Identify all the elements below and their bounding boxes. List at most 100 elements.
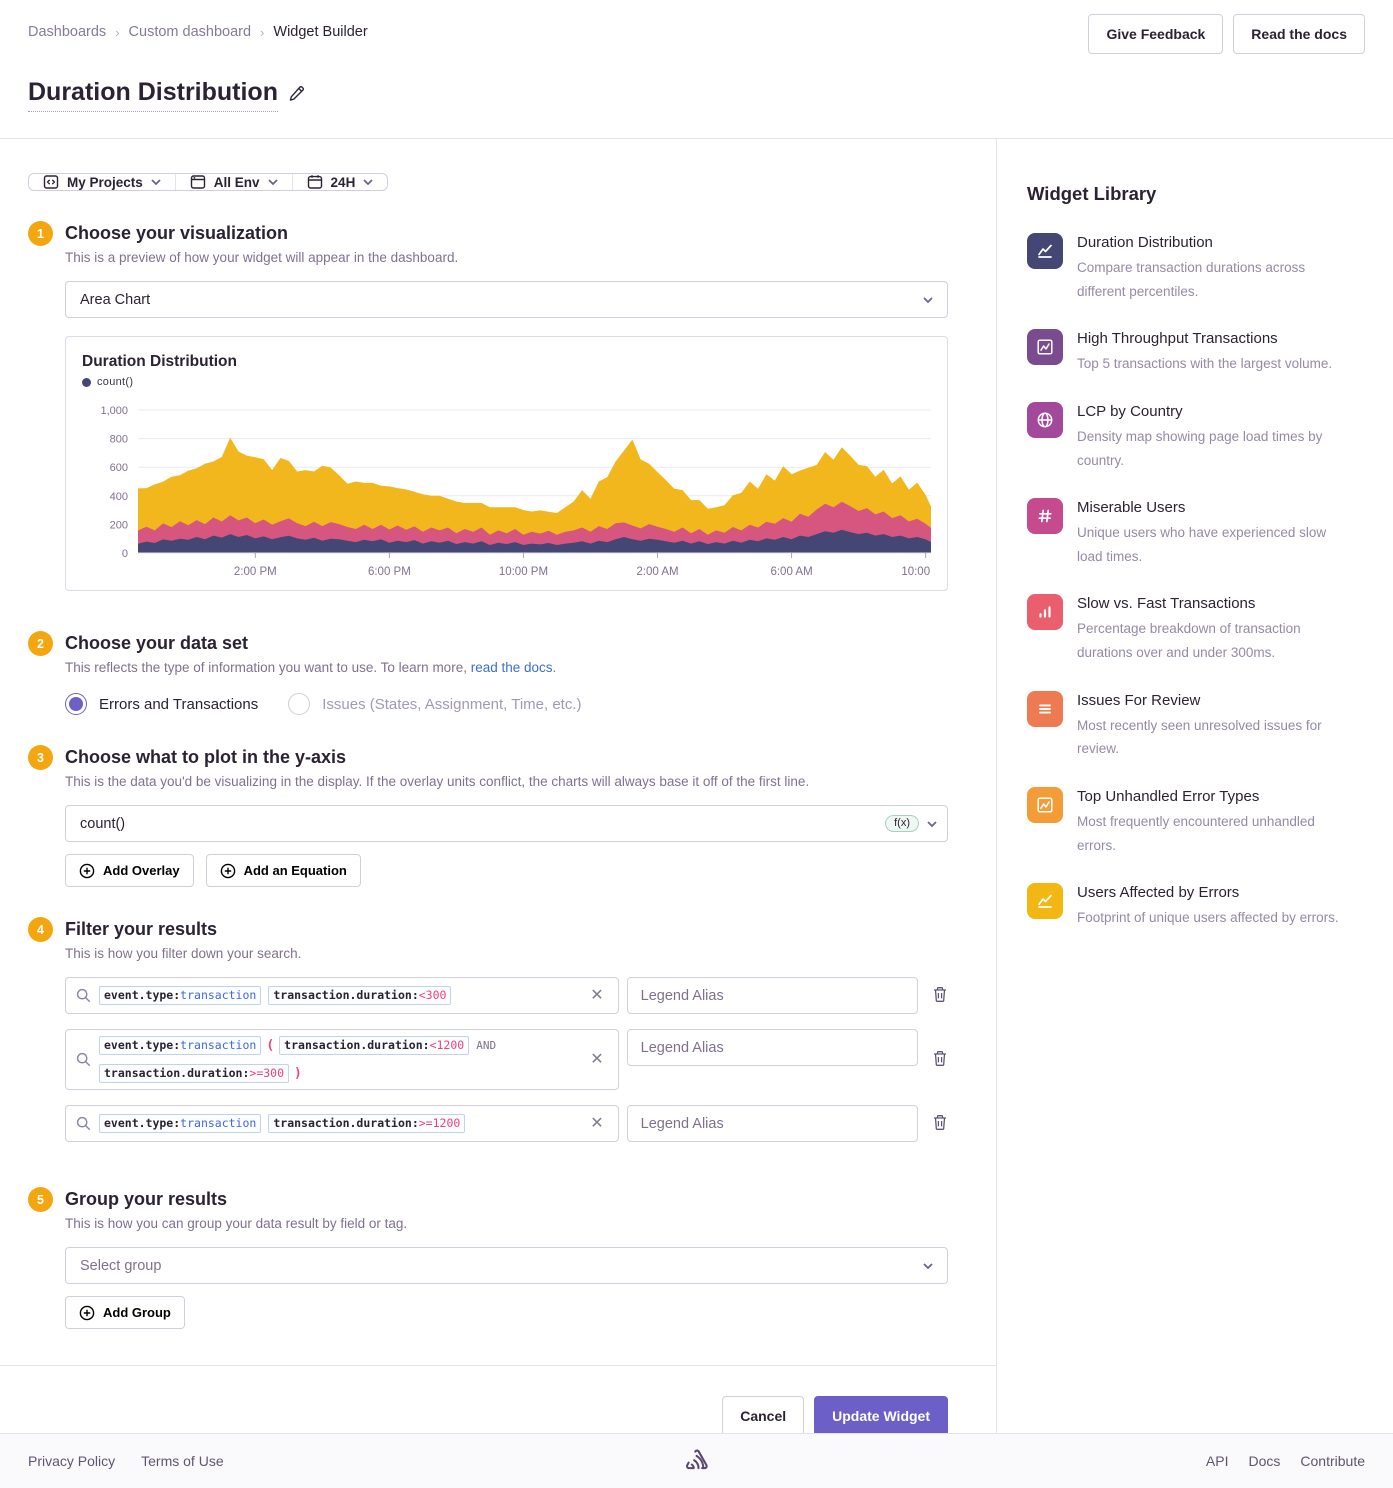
breadcrumb-dashboards[interactable]: Dashboards [28, 24, 107, 40]
legend-dot [82, 377, 91, 387]
dataset-option-errors-transactions[interactable]: Errors and Transactions [65, 693, 258, 715]
widget-library-item[interactable]: Slow vs. Fast Transactions Percentage br… [1027, 594, 1365, 664]
page-title[interactable]: Duration Distribution [28, 78, 278, 112]
area-chart-svg: 0 200 400 600 800 1,000 2:00 PM 6:00 PM 10:00 PM… [100, 405, 931, 578]
search-token[interactable]: transaction.duration:>=1200 [268, 1114, 466, 1133]
boolean-operator-token[interactable]: AND [476, 1039, 497, 1052]
widget-library-item[interactable]: Miserable Users Unique users who have ex… [1027, 498, 1365, 568]
chevron-down-icon [927, 820, 937, 827]
footer-link-contribute[interactable]: Contribute [1300, 1453, 1365, 1469]
give-feedback-button[interactable]: Give Feedback [1088, 14, 1224, 54]
plus-circle-icon [220, 863, 235, 878]
delete-query-icon[interactable] [932, 1114, 948, 1134]
widget-item-description: Top 5 transactions with the largest volu… [1077, 356, 1333, 372]
area-chart: 0 200 400 600 800 1,000 2:00 PM 6:00 PM 10:00 PM… [82, 398, 931, 580]
footer-link-privacy-policy[interactable]: Privacy Policy [28, 1453, 116, 1469]
radio-unselected-icon[interactable] [288, 693, 311, 715]
svg-text:6:00 PM: 6:00 PM [368, 566, 411, 578]
cancel-button[interactable]: Cancel [722, 1396, 805, 1433]
step-number-badge: 2 [28, 631, 53, 656]
search-query-input[interactable]: event.type:transaction ( transaction.durat… [65, 1029, 619, 1090]
widget-item-description: Footprint of unique users affected by er… [1077, 910, 1339, 926]
widget-item-description: Density map showing page load times by c… [1077, 428, 1323, 468]
project-icon [43, 175, 59, 189]
read-the-docs-button[interactable]: Read the docs [1233, 14, 1365, 54]
builder-main-column: My Projects All Env 24H 1 Cho [0, 139, 997, 1433]
environment-filter[interactable]: All Env [174, 174, 292, 190]
footer-link-docs[interactable]: Docs [1248, 1453, 1281, 1469]
step-description: This reflects the type of information yo… [65, 660, 557, 675]
legend-alias-input[interactable] [626, 1105, 918, 1142]
read-the-docs-link[interactable]: read the docs [470, 660, 553, 675]
svg-text:10:00 PM: 10:00 PM [499, 566, 548, 578]
chevron-down-icon [151, 179, 161, 185]
add-group-button[interactable]: Add Group [65, 1296, 185, 1329]
search-query-input[interactable]: event.type:transaction transaction.durati… [65, 977, 619, 1014]
time-range-filter[interactable]: 24H [291, 174, 388, 190]
add-equation-button[interactable]: Add an Equation [205, 854, 361, 887]
widget-item-title: Top Unhandled Error Types [1077, 787, 1260, 805]
footer-link-api[interactable]: API [1205, 1453, 1229, 1469]
radio-selected-icon[interactable] [65, 693, 87, 715]
delete-query-icon[interactable] [932, 1050, 948, 1070]
yaxis-function-select[interactable]: count() f(x) [65, 805, 948, 842]
hash-icon [1027, 498, 1063, 535]
add-overlay-button[interactable]: Add Overlay [65, 854, 194, 887]
clear-search-icon[interactable]: ✕ [590, 986, 604, 1004]
search-token[interactable]: transaction.duration:<1200 [279, 1036, 470, 1055]
edit-title-icon[interactable] [288, 85, 305, 107]
search-token[interactable]: transaction.duration:<300 [268, 986, 452, 1005]
chevron-down-icon [267, 179, 278, 185]
step-number-badge: 4 [28, 917, 53, 942]
chart-legend[interactable]: count() [82, 376, 931, 388]
widget-library-sidebar: Widget Library Duration Distribution Com… [997, 139, 1393, 1433]
widget-item-description: Unique users who have experienced slow l… [1077, 525, 1327, 564]
search-token[interactable]: event.type:transaction [99, 1114, 262, 1133]
search-icon [76, 988, 90, 1002]
filter-row: event.type:transaction ( transaction.durat… [65, 1029, 948, 1090]
svg-text:800: 800 [110, 434, 128, 446]
yaxis-function-value: count() [80, 815, 126, 832]
search-icon [76, 1052, 90, 1066]
step-number-badge: 5 [28, 1187, 53, 1212]
widget-library-item[interactable]: LCP by Country Density map showing page … [1027, 401, 1365, 472]
widget-library-item[interactable]: Issues For Review Most recently seen unr… [1027, 690, 1365, 761]
chevron-down-icon [923, 1262, 933, 1269]
step-title: Group your results [65, 1189, 228, 1209]
search-token[interactable]: event.type:transaction [99, 1036, 262, 1055]
search-token[interactable]: transaction.duration:>=300 [99, 1064, 290, 1083]
projects-filter[interactable]: My Projects [29, 174, 175, 190]
widget-item-description: Most recently seen unresolved issues for… [1077, 717, 1322, 757]
footer-link-terms-of-use[interactable]: Terms of Use [141, 1453, 224, 1469]
list-icon [1027, 690, 1063, 727]
svg-text:10:00 AM: 10:00 AM [901, 566, 931, 578]
search-query-input[interactable]: event.type:transaction transaction.durati… [65, 1105, 619, 1142]
delete-query-icon[interactable] [932, 986, 948, 1006]
step-description: This is a preview of how your widget wil… [65, 250, 459, 265]
clear-search-icon[interactable]: ✕ [590, 1114, 604, 1132]
step-title: Filter your results [65, 919, 218, 939]
step-number-badge: 3 [28, 745, 53, 770]
widget-library-item[interactable]: Users Affected by Errors Footprint of un… [1027, 883, 1365, 930]
area-chart-icon [1027, 883, 1063, 920]
dataset-option-issues[interactable]: Issues (States, Assignment, Time, etc.) [288, 693, 582, 715]
widget-library-item[interactable]: High Throughput Transactions Top 5 trans… [1027, 329, 1365, 376]
widget-library-item[interactable]: Duration Distribution Compare transactio… [1027, 233, 1365, 303]
step-description: This is how you filter down your search. [65, 946, 302, 961]
paren-token[interactable]: ) [294, 1066, 302, 1081]
paren-token[interactable]: ( [266, 1038, 275, 1053]
widget-library-item[interactable]: Top Unhandled Error Types Most frequentl… [1027, 786, 1365, 857]
group-select[interactable]: Select group [65, 1247, 948, 1284]
update-widget-button[interactable]: Update Widget [814, 1396, 948, 1433]
legend-alias-input[interactable] [626, 1029, 918, 1066]
breadcrumb: Dashboards › Custom dashboard › Widget B… [28, 24, 368, 40]
breadcrumb-custom-dashboard[interactable]: Custom dashboard [128, 24, 252, 40]
step-filter: 4 Filter your results This is how you fi… [28, 917, 948, 1157]
step-group: 5 Group your results This is how you can… [28, 1187, 948, 1329]
visualization-type-select[interactable]: Area Chart [65, 281, 948, 318]
search-token[interactable]: event.type:transaction [99, 986, 262, 1005]
legend-alias-input[interactable] [626, 977, 918, 1014]
clear-search-icon[interactable]: ✕ [590, 1050, 604, 1068]
line-chart-icon [1027, 329, 1063, 366]
